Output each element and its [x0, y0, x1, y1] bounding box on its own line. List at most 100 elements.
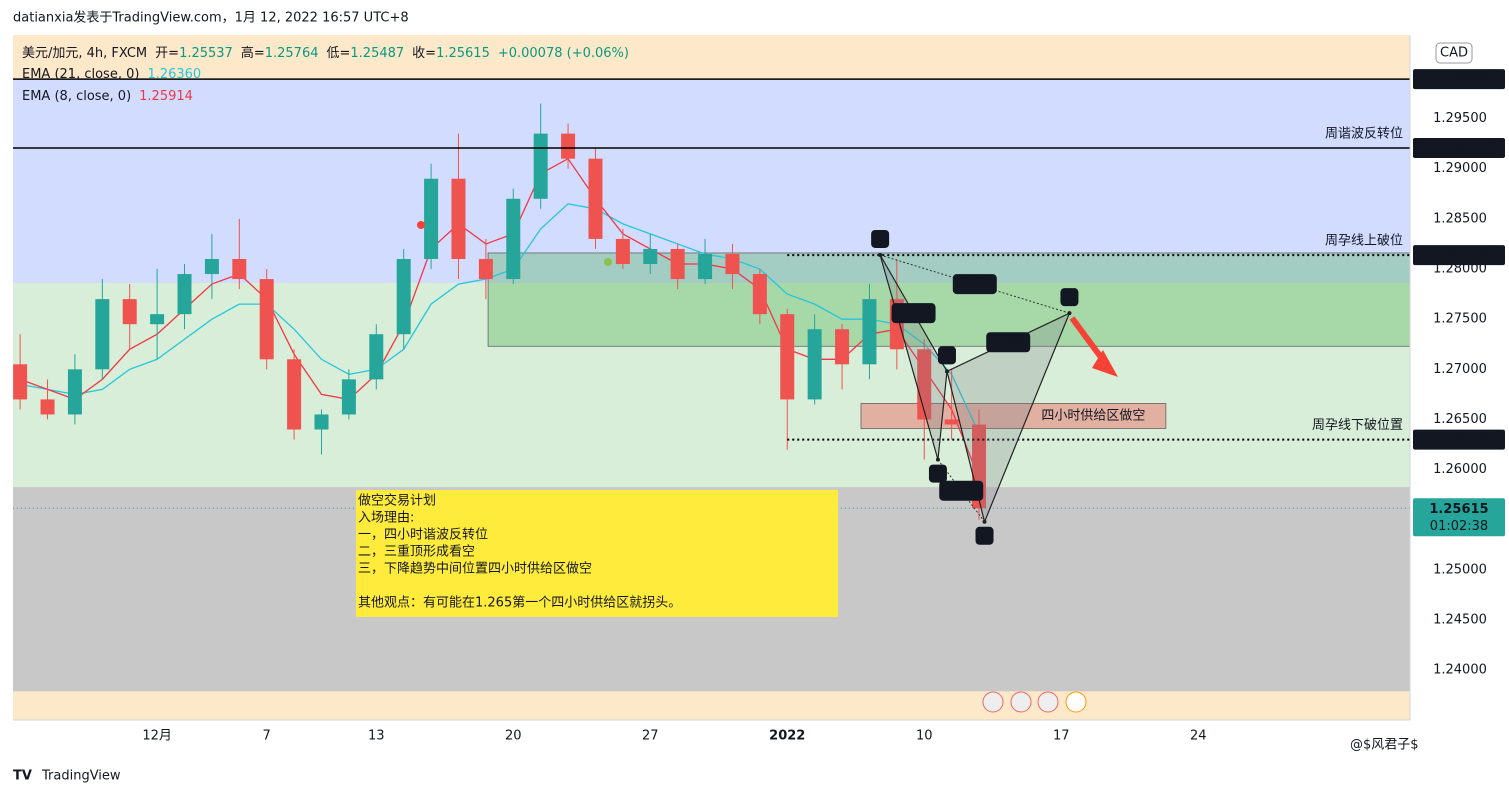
note-line: 做空交易计划 [358, 493, 436, 509]
ratio-label: 0.429 [893, 306, 934, 321]
price-box-label: 1.29893 [1429, 72, 1488, 87]
ratio-box [891, 303, 936, 324]
note-line: 一，四小时谐波反转位 [358, 528, 488, 543]
candle-body [232, 258, 247, 280]
y-tick-label: 1.28000 [1433, 262, 1487, 277]
level-label: 周孕线上破位 [1325, 234, 1403, 249]
last-price-label: 1.25615 [1429, 502, 1488, 517]
alert-dot [417, 221, 425, 229]
ohlc-value: 1.25537 [179, 46, 233, 61]
logo: TV [13, 769, 32, 784]
candle-body [944, 419, 959, 425]
ratio-box [939, 480, 984, 501]
box-label: 四小时供给区做空 [1041, 408, 1145, 423]
brand: TradingView [41, 769, 121, 784]
point-badge [937, 346, 956, 365]
candle-body [369, 334, 384, 380]
candle-body [13, 364, 28, 400]
candle-body [177, 274, 192, 315]
candle-body [670, 248, 685, 280]
note-line: 其他观点：有可能在1.265第一个四小时供给区就拐头。 [358, 596, 681, 611]
arrow [1092, 350, 1118, 377]
ohlc-label: 高= [241, 45, 265, 61]
zone-box [487, 252, 1411, 347]
price-box [1413, 429, 1505, 450]
candle-body [396, 258, 411, 335]
note-line: 三，下降趋势中间位置四小时供给区做空 [358, 561, 592, 577]
ratio-label: 0.717 [954, 277, 995, 292]
candle-body [807, 329, 822, 400]
pattern-point [944, 369, 949, 374]
point-badge [1060, 288, 1079, 307]
price-box-label: 1.28138 [1429, 248, 1488, 263]
symbol: 美元/加元, 4h, FXCM [22, 46, 147, 61]
pattern-point [982, 519, 987, 524]
level-label: 周谐波反转位 [1325, 126, 1403, 141]
arrow [1069, 316, 1106, 362]
x-tick-label: 27 [642, 729, 659, 744]
note-line: 二，三重顶形成看空 [358, 544, 475, 560]
x-tick-label: 20 [505, 729, 522, 744]
point-badge [928, 464, 947, 483]
x-tick-label: 24 [1190, 729, 1207, 744]
price-box [1413, 245, 1505, 266]
y-tick-label: 1.25000 [1433, 562, 1487, 577]
y-tick-label: 1.24000 [1433, 663, 1487, 678]
point-label: X [875, 231, 885, 246]
y-tick-label: 1.27000 [1433, 362, 1487, 377]
ratio-box [952, 274, 997, 295]
ratio-box [986, 332, 1031, 353]
pattern-point [878, 252, 883, 257]
candle-body [122, 299, 137, 325]
pattern-ratio-line [879, 254, 1070, 314]
point-label: A [933, 466, 943, 481]
candle-body [533, 133, 548, 199]
ohlc-label: 低= [327, 46, 351, 61]
x-tick-label: 10 [916, 729, 933, 744]
candle-body [424, 178, 439, 259]
y-tick-label: 1.28500 [1433, 211, 1487, 226]
candle-body [150, 314, 165, 325]
candle-body [67, 369, 82, 415]
price-box [1413, 137, 1505, 158]
candle-body [95, 299, 110, 370]
candle-body [862, 299, 877, 365]
ohlc-legend: 美元/加元, 4h, FXCM 开=1.25537 高=1.25764 低=1.254… [22, 45, 629, 61]
x-tick-label: 2022 [769, 729, 805, 744]
y-tick-label: 1.26000 [1433, 462, 1487, 477]
ohlc-value: 1.25487 [350, 46, 404, 61]
last-price-box [1413, 498, 1505, 537]
candle-body [506, 198, 521, 280]
change: +0.00078 (+0.06%) [498, 46, 629, 61]
header: datianxia发表于TradingView.com，1月 12, 2022 … [13, 10, 409, 26]
y-tick-label: 1.29500 [1433, 111, 1487, 126]
ema-legend: EMA (8, close, 0) 1.25914 [22, 89, 193, 104]
ohlc-value: 1.25615 [436, 46, 490, 61]
watermark: @$风君子$ [1350, 738, 1419, 753]
price-box [1413, 69, 1505, 90]
y-tick-label: 1.26500 [1433, 412, 1487, 427]
candle-body [259, 279, 274, 360]
x-tick-label: 7 [263, 729, 271, 744]
pattern-point [1067, 311, 1072, 316]
zone [13, 79, 1410, 284]
candle-body [835, 329, 850, 365]
zone [13, 283, 1410, 488]
note-line: 入场理由: [358, 511, 414, 526]
candle-body [698, 253, 713, 280]
currency: CAD [1440, 46, 1468, 61]
pattern-ratio-line [946, 312, 1070, 372]
candle-body [588, 158, 603, 239]
ema-line [20, 203, 980, 434]
candle-body [314, 414, 329, 430]
ohlc-label: 开= [155, 46, 179, 61]
candle-body [451, 178, 466, 259]
price-box-label: 1.26299 [1429, 432, 1488, 447]
candle-body [615, 238, 630, 265]
ohlc-label: 收= [412, 46, 436, 61]
candle-body [478, 258, 493, 280]
pattern-point [935, 457, 940, 462]
candle-body [287, 359, 302, 430]
currency-box[interactable] [1435, 42, 1473, 64]
